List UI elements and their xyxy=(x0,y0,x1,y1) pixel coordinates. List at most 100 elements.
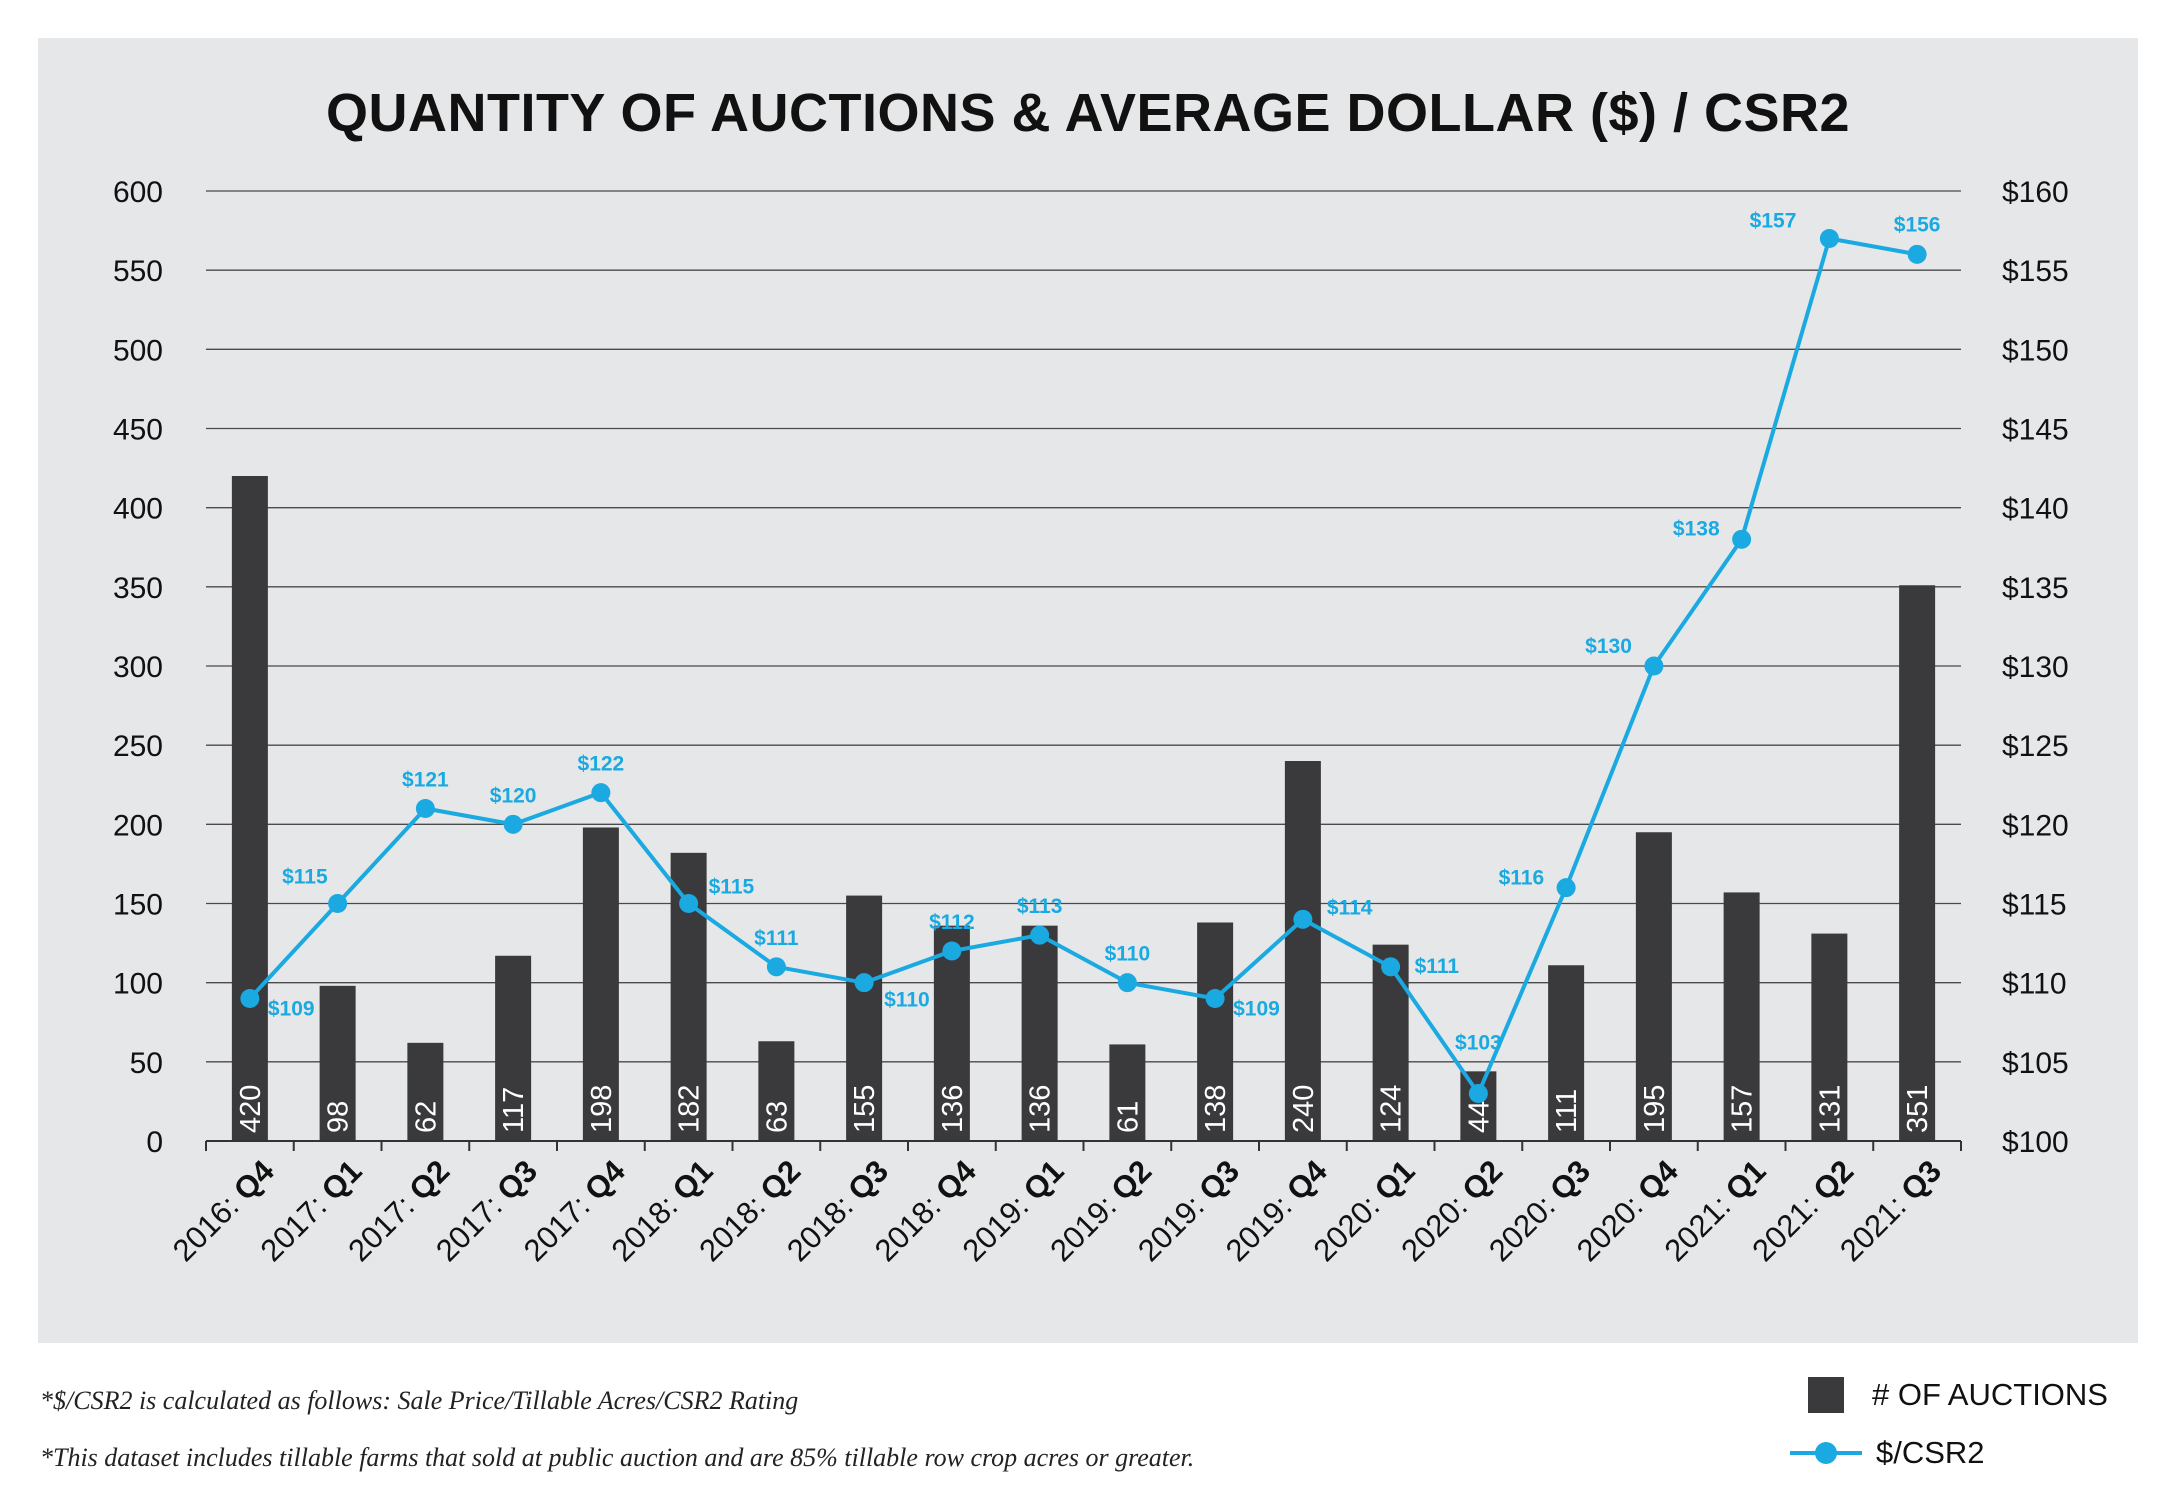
csr2-point xyxy=(679,894,699,913)
y-right-tick-label: $140 xyxy=(2002,493,2069,526)
csr2-value-label: $121 xyxy=(402,769,449,792)
bar xyxy=(495,955,532,1141)
y-right-tick-label: $155 xyxy=(2002,255,2069,288)
bar-value-label: 131 xyxy=(1814,1085,1846,1133)
bar-value-label: 62 xyxy=(410,1101,442,1133)
y-left-tick-label: 100 xyxy=(113,968,163,1001)
bar xyxy=(1548,965,1585,1141)
y-right-tick-label: $110 xyxy=(2002,968,2067,1001)
y-left-tick-label: 550 xyxy=(113,255,163,288)
csr2-point xyxy=(1556,878,1576,898)
y-right-tick-label: $160 xyxy=(2002,176,2069,209)
csr2-point xyxy=(1117,973,1137,993)
bar xyxy=(933,925,970,1141)
y-right-tick-label: $120 xyxy=(2002,809,2069,842)
y-left-tick-label: 250 xyxy=(113,730,163,763)
csr2-point xyxy=(1468,1084,1488,1103)
footnote-dataset: *This dataset includes tillable farms th… xyxy=(40,1443,1195,1472)
bar xyxy=(1109,1044,1146,1141)
y-left-tick-label: 400 xyxy=(113,493,163,526)
legend-item-auctions: # OF AUCTIONS xyxy=(1790,1370,2108,1420)
csr2-value-label: $111 xyxy=(1415,955,1460,978)
bar xyxy=(582,827,619,1141)
csr2-point xyxy=(854,973,874,993)
bar-value-label: 98 xyxy=(323,1101,355,1133)
bar-value-label: 63 xyxy=(761,1101,793,1133)
bar-value-label: 182 xyxy=(674,1085,706,1133)
bar xyxy=(1197,922,1234,1141)
csr2-point xyxy=(240,989,260,1008)
bar-value-label: 155 xyxy=(849,1085,881,1133)
bar xyxy=(1460,1071,1497,1141)
chart-panel: QUANTITY OF AUCTIONS & AVERAGE DOLLAR ($… xyxy=(38,38,2138,1343)
bar xyxy=(1811,933,1848,1141)
bar-value-label: 351 xyxy=(1902,1085,1934,1133)
csr2-value-label: $103 xyxy=(1455,1032,1502,1055)
y-right-tick-label: $150 xyxy=(2002,334,2069,367)
bar xyxy=(1635,832,1672,1141)
bar-value-label: 198 xyxy=(586,1085,618,1133)
bar-value-label: 136 xyxy=(1025,1085,1057,1133)
y-left-tick-label: 300 xyxy=(113,651,163,684)
legend-label-auctions: # OF AUCTIONS xyxy=(1872,1377,2108,1412)
y-right-tick-label: $130 xyxy=(2002,651,2069,684)
csr2-value-label: $114 xyxy=(1327,896,1373,919)
bar-value-label: 195 xyxy=(1639,1085,1671,1133)
csr2-line xyxy=(248,236,1918,1096)
bar-value-label: 157 xyxy=(1727,1085,1759,1133)
y-right-tick-label: $125 xyxy=(2002,730,2069,763)
y-left-tick-label: 200 xyxy=(113,809,163,842)
bar-value-label: 61 xyxy=(1112,1101,1144,1133)
csr2-value-label: $120 xyxy=(490,784,537,807)
csr2-point xyxy=(1907,244,1927,264)
y-right-tick-label: $135 xyxy=(2002,572,2069,605)
csr2-point xyxy=(591,783,611,803)
csr2-point xyxy=(1381,957,1401,977)
csr2-point xyxy=(415,799,435,818)
bar xyxy=(1899,585,1936,1141)
csr2-point xyxy=(328,894,348,913)
y-left-tick-label: 0 xyxy=(146,1126,163,1159)
csr2-point xyxy=(1732,529,1752,549)
y-right-tick-label: $115 xyxy=(2002,889,2067,922)
y-left-tick-label: 150 xyxy=(113,889,163,922)
legend-bar-swatch xyxy=(1808,1377,1844,1413)
csr2-point xyxy=(1205,989,1225,1008)
csr2-point xyxy=(1030,925,1050,945)
csr2-value-label: $113 xyxy=(1017,895,1063,918)
csr2-value-label: $115 xyxy=(282,866,328,889)
csr2-value-label: $130 xyxy=(1585,635,1632,658)
csr2-point xyxy=(1644,656,1664,676)
bar-value-label: 111 xyxy=(1551,1089,1583,1133)
csr2-point xyxy=(942,941,962,961)
bar xyxy=(231,476,268,1141)
bar-value-label: 136 xyxy=(937,1085,969,1133)
y-left-tick-label: 450 xyxy=(113,414,163,447)
legend-line-swatch xyxy=(1790,1435,1862,1471)
csr2-value-label: $122 xyxy=(578,753,625,776)
csr2-value-label: $112 xyxy=(929,911,975,934)
bar-value-label: 138 xyxy=(1200,1085,1232,1133)
csr2-point xyxy=(1819,229,1839,248)
bar-value-label: 117 xyxy=(498,1087,530,1133)
csr2-value-label: $116 xyxy=(1499,867,1545,890)
bar xyxy=(407,1042,444,1141)
legend-item-csr2: $/CSR2 xyxy=(1790,1428,1985,1478)
bar xyxy=(1372,944,1409,1141)
bar-value-label: 44 xyxy=(1463,1101,1495,1133)
legend-label-csr2: $/CSR2 xyxy=(1876,1435,1985,1470)
bar xyxy=(1021,925,1058,1141)
y-right-tick-label: $145 xyxy=(2002,414,2069,447)
y-right-tick-label: $105 xyxy=(2002,1047,2069,1080)
chart-title: QUANTITY OF AUCTIONS & AVERAGE DOLLAR ($… xyxy=(325,83,1851,143)
bar xyxy=(1284,761,1321,1141)
csr2-value-label: $138 xyxy=(1673,517,1720,540)
y-left-tick-label: 600 xyxy=(113,176,163,209)
csr2-value-label: $111 xyxy=(754,927,799,950)
footnote-formula: *$/CSR2 is calculated as follows: Sale P… xyxy=(40,1386,799,1415)
csr2-value-label: $157 xyxy=(1750,210,1797,233)
csr2-value-label: $110 xyxy=(1105,943,1151,966)
bar-value-label: 240 xyxy=(1288,1085,1320,1133)
bar xyxy=(758,1041,795,1141)
